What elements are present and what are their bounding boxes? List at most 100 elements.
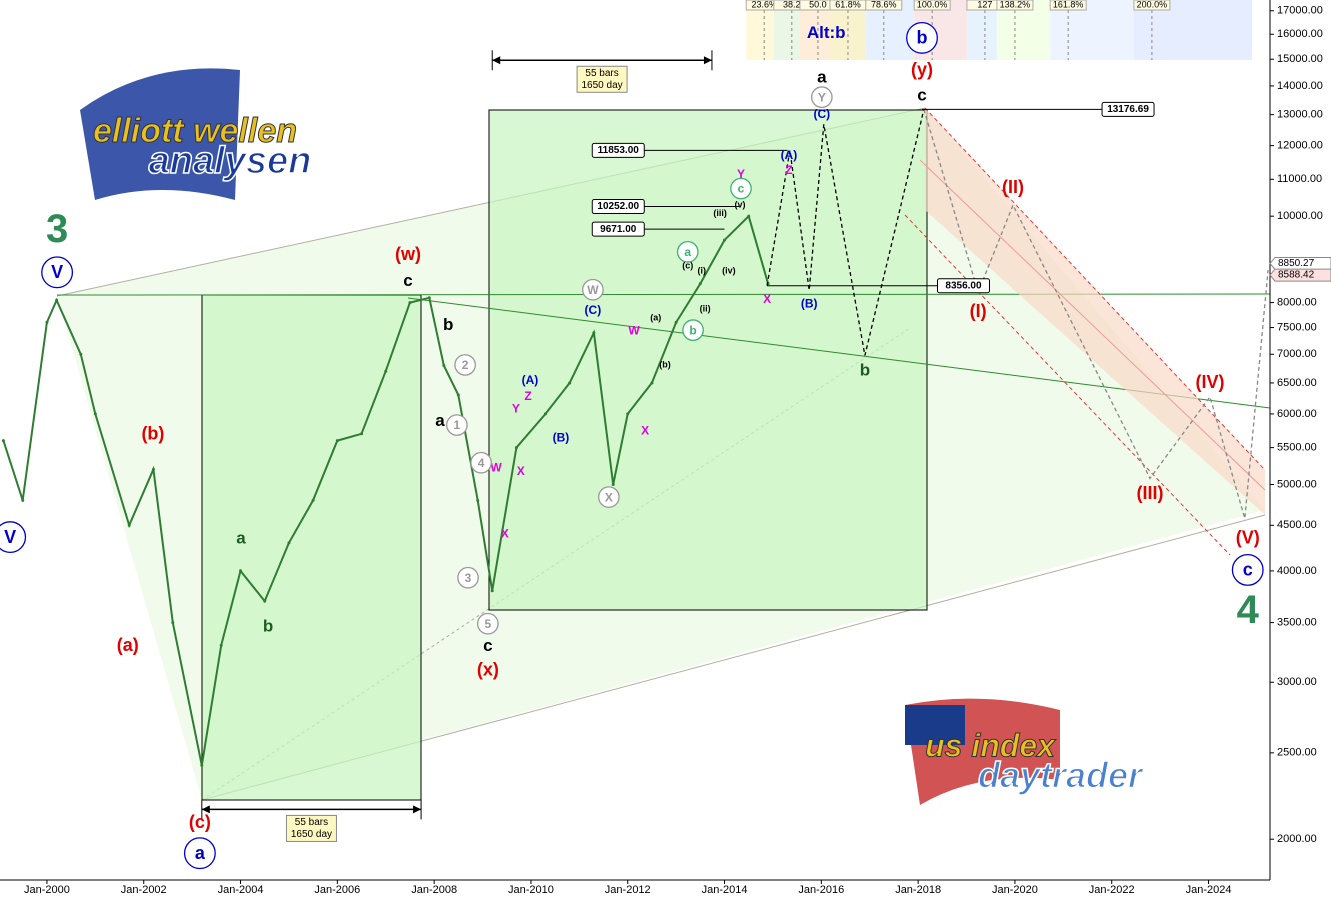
fib-label: 138.2% (1000, 0, 1031, 9)
wave-label: W (628, 323, 640, 337)
x-tick-label: Jan-2008 (411, 884, 457, 896)
logo-text: us index (925, 727, 1056, 763)
fib-label: 78.6% (871, 0, 897, 9)
price-point (335, 439, 339, 443)
x-tick-label: Jan-2012 (605, 884, 651, 896)
fib-label-box (865, 0, 903, 11)
wave-label: (II) (1002, 177, 1024, 197)
y-tick-label: 8000.00 (1277, 296, 1317, 308)
wave-label: X (763, 292, 771, 306)
wave-label: (b) (141, 424, 164, 444)
y-tick-label: 5000.00 (1277, 478, 1317, 490)
price-point (311, 498, 315, 502)
fib-label: 100.0% (917, 0, 948, 9)
wave-label: Alt:b (807, 23, 846, 42)
price-point (21, 498, 25, 502)
price-point (55, 298, 59, 302)
price-point (747, 214, 751, 218)
x-tick-label: Jan-2024 (1186, 884, 1232, 896)
wave-circle (598, 486, 620, 508)
y-tick-label: 6500.00 (1277, 377, 1317, 389)
price-point (45, 320, 49, 324)
fib-label: 38.2 (783, 0, 801, 9)
wave-circle (682, 319, 704, 341)
wave-circle (1231, 553, 1264, 586)
fib-label: 50.0 (809, 0, 827, 9)
price-point (93, 412, 97, 416)
wave-label: (c) (682, 261, 693, 271)
price-point (239, 569, 243, 573)
wave-circle (457, 566, 479, 589)
price-point (408, 301, 412, 305)
logo-elliott: elliott wellen analysen (80, 68, 312, 200)
wave-label: (B) (801, 297, 818, 311)
price-point (456, 393, 460, 397)
fib-label: 61.8% (835, 0, 861, 9)
wave-label: a (236, 528, 246, 547)
fib-label: 161.8% (1053, 0, 1084, 9)
level-box (591, 142, 645, 158)
wave-label: b (443, 315, 453, 334)
logo-text: daytrader (978, 755, 1144, 796)
wave-circle (906, 21, 938, 54)
y-tick-label: 16000.00 (1277, 28, 1323, 40)
y-tick-label: 10000.00 (1277, 210, 1323, 222)
price-point (151, 467, 155, 471)
time-box (488, 109, 928, 611)
measure-label: 1650 day (291, 829, 332, 840)
wave-circle (0, 521, 27, 554)
wave-label: (b) (659, 360, 671, 370)
y-tick-label: 6000.00 (1277, 408, 1317, 420)
y-tick-label: 4000.00 (1277, 565, 1317, 577)
price-point (592, 331, 596, 335)
red-channel-line (904, 214, 1231, 556)
wave-label: b (860, 361, 870, 380)
wave-circle (183, 837, 216, 870)
measure-box (576, 65, 628, 93)
wave-label: (I) (970, 301, 987, 321)
fib-label-box (996, 0, 1034, 11)
wave-label: (y) (911, 60, 933, 80)
red-channel (925, 108, 1265, 515)
logo-daytrader: us index daytrader (905, 698, 1145, 805)
price-point (490, 589, 494, 593)
wave-label: (a) (117, 635, 139, 655)
wave-label: (III) (1136, 483, 1163, 503)
price-point (171, 621, 175, 625)
price-point (263, 599, 267, 603)
wave-circle (676, 240, 699, 263)
logo-text: analysen (149, 140, 312, 182)
level-label: 11853.00 (598, 145, 640, 156)
price-point (626, 412, 630, 416)
wave-label: (c) (189, 812, 211, 832)
wave-label: 3 (46, 207, 68, 251)
x-tick-label: Jan-2016 (798, 884, 844, 896)
y-tick-label: 13000.00 (1277, 109, 1323, 121)
price-point (698, 282, 702, 286)
price-point (442, 363, 446, 367)
wave-circle (470, 451, 492, 474)
y-tick-label: 12000.00 (1277, 140, 1323, 152)
wave-label: c (738, 182, 745, 196)
wave-circle (41, 256, 74, 289)
price-point (287, 541, 291, 545)
measure-label: 55 bars (295, 817, 328, 828)
price-point (360, 432, 364, 436)
y-tick-label: 5500.00 (1277, 442, 1317, 454)
price-point (543, 412, 547, 416)
wave-label: (A) (781, 148, 798, 162)
price-point (427, 296, 431, 300)
wave-circle (582, 278, 604, 301)
y-tick-label: 11000.00 (1277, 173, 1322, 185)
y-tick-label: 3000.00 (1277, 676, 1317, 688)
wave-label: (v) (735, 199, 746, 209)
level-box (591, 199, 645, 215)
wave-label: c (483, 636, 492, 655)
fib-label: 23.6% (751, 0, 777, 9)
wave-label: (ii) (700, 303, 711, 313)
level-box (591, 221, 645, 237)
price-point (674, 320, 678, 324)
x-tick-label: Jan-2018 (895, 884, 941, 896)
wave-label: (C) (585, 303, 602, 317)
